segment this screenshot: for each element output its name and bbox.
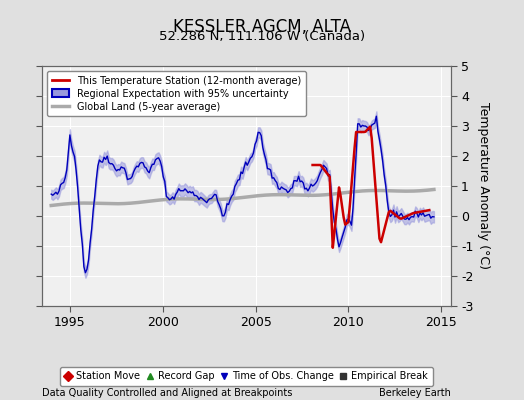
Text: Data Quality Controlled and Aligned at Breakpoints: Data Quality Controlled and Aligned at B… [42, 388, 292, 398]
Text: 52.286 N, 111.106 W (Canada): 52.286 N, 111.106 W (Canada) [159, 30, 365, 43]
Text: KESSLER AGCM, ALTA: KESSLER AGCM, ALTA [173, 18, 351, 36]
Legend: Station Move, Record Gap, Time of Obs. Change, Empirical Break: Station Move, Record Gap, Time of Obs. C… [60, 367, 433, 386]
Y-axis label: Temperature Anomaly (°C): Temperature Anomaly (°C) [477, 102, 490, 270]
Text: Berkeley Earth: Berkeley Earth [379, 388, 451, 398]
